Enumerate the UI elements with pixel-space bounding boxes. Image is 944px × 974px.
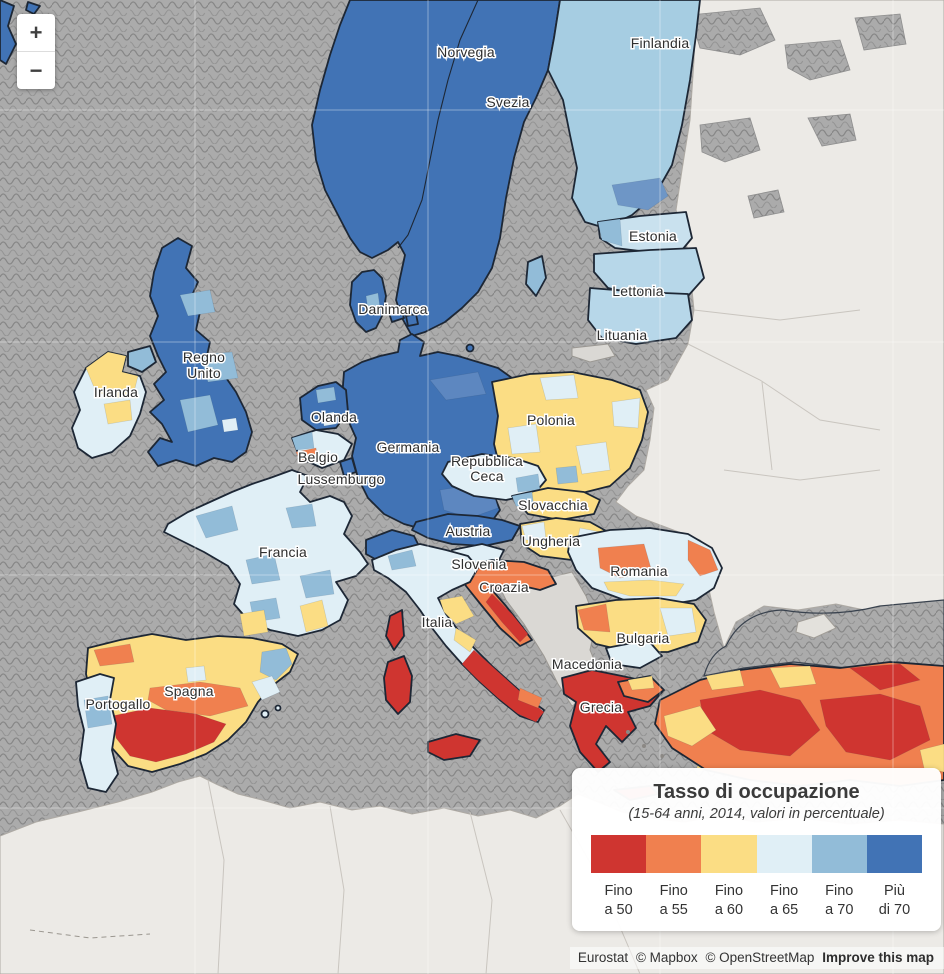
label-lussemburgo: Lussemburgo <box>297 471 384 487</box>
region-belgio[interactable] <box>291 429 353 469</box>
label-francia: Francia <box>259 544 307 560</box>
region-olanda[interactable] <box>299 381 349 431</box>
attribution-eurostat: Eurostat <box>577 950 629 965</box>
legend-item: Fino a 65 <box>756 835 812 919</box>
black-sea <box>703 599 944 677</box>
legend-item: Fino a 50 <box>591 835 647 919</box>
label-ungheria: Ungheria <box>522 533 580 549</box>
label-rep-ceca-2: Ceca <box>470 468 503 484</box>
label-bulgaria: Bulgaria <box>617 630 670 646</box>
label-italia: Italia <box>422 614 453 630</box>
label-regno-unito-1: Regno <box>183 349 225 365</box>
label-austria: Austria <box>446 523 491 539</box>
region-lofoten <box>0 0 41 65</box>
region-kaliningrad <box>571 343 616 363</box>
attribution: Eurostat © Mapbox © OpenStreetMap Improv… <box>569 947 944 969</box>
region-turchia[interactable] <box>617 661 944 787</box>
label-portogallo: Portogallo <box>85 696 150 712</box>
region-italia[interactable] <box>371 543 545 761</box>
region-irlanda[interactable] <box>71 351 147 459</box>
region-estonia[interactable] <box>597 211 693 253</box>
legend-label: Fino a 70 <box>825 883 854 918</box>
crimea <box>795 613 837 639</box>
region-regno-unito[interactable] <box>127 237 253 467</box>
legend-label: Fino a 60 <box>714 883 744 918</box>
region-danimarca[interactable] <box>349 269 419 333</box>
label-svezia: Svezia <box>486 94 529 110</box>
country-labels: Norvegia Svezia Finlandia Danimarca Esto… <box>84 34 691 717</box>
legend-label: Più di 70 <box>878 883 911 918</box>
label-norvegia: Norvegia <box>437 44 495 60</box>
label-olanda: Olanda <box>311 409 357 425</box>
region-croazia[interactable] <box>455 559 557 647</box>
label-finlandia: Finlandia <box>631 35 690 51</box>
zoom-control: + − <box>17 14 55 89</box>
region-francia[interactable] <box>163 469 369 637</box>
attribution-mapbox-link[interactable]: © Mapbox <box>635 950 698 965</box>
border-norway-sweden <box>397 0 479 249</box>
legend-item: Più di 70 <box>866 835 923 919</box>
legend-swatch <box>756 835 812 873</box>
legend-swatch <box>646 835 702 873</box>
legend-swatch <box>701 835 757 873</box>
legend-item: Fino a 60 <box>701 835 757 919</box>
label-danimarca: Danimarca <box>358 301 428 317</box>
label-rep-ceca-1: Repubblica <box>451 453 523 469</box>
label-lituania: Lituania <box>597 327 648 343</box>
region-portogallo[interactable] <box>75 673 119 793</box>
label-spagna: Spagna <box>164 683 213 699</box>
label-slovacchia: Slovacchia <box>518 497 588 513</box>
label-polonia: Polonia <box>527 412 575 428</box>
legend-title: Tasso di occupazione <box>653 781 860 803</box>
label-slovenia: Slovenia <box>451 556 506 572</box>
label-macedonia: Macedonia <box>552 656 622 672</box>
label-regno-unito-2: Unito <box>187 365 221 381</box>
region-lituania[interactable] <box>587 287 693 345</box>
legend-subtitle: (15-64 anni, 2014, valori in percentuale… <box>628 806 885 822</box>
label-estonia: Estonia <box>629 228 677 244</box>
legend: Tasso di occupazione (15-64 anni, 2014, … <box>572 768 941 931</box>
legend-items: Fino a 50 Fino a 55 Fino a 60 Fino a 65 Fino a 70… <box>591 835 923 919</box>
legend-item: Fino a 55 <box>646 835 702 919</box>
label-lettonia: Lettonia <box>612 283 663 299</box>
region-bulgaria[interactable] <box>575 597 707 653</box>
label-irlanda: Irlanda <box>94 384 138 400</box>
label-croazia: Croazia <box>479 579 529 595</box>
legend-item: Fino a 70 <box>811 835 867 919</box>
legend-swatch <box>866 835 923 873</box>
region-no-data-east <box>615 0 944 650</box>
label-grecia: Grecia <box>580 699 622 715</box>
region-lussemburgo[interactable] <box>339 457 357 477</box>
zoom-in-button[interactable]: + <box>29 19 43 45</box>
attribution-osm-link[interactable]: © OpenStreetMap <box>705 950 815 965</box>
zoom-out-button[interactable]: − <box>29 57 43 83</box>
region-macedonia-area[interactable] <box>605 639 663 669</box>
legend-label: Fino a 65 <box>769 883 799 918</box>
label-belgio: Belgio <box>298 449 338 465</box>
region-slovacchia[interactable] <box>511 487 601 521</box>
legend-swatch <box>811 835 867 873</box>
attribution-improve-link[interactable]: Improve this map <box>822 950 934 965</box>
region-bornholm <box>465 343 475 353</box>
legend-swatch <box>591 835 647 873</box>
label-germania: Germania <box>376 439 439 455</box>
region-romania[interactable] <box>567 527 723 607</box>
region-austria[interactable] <box>411 513 521 547</box>
legend-label: Fino a 55 <box>659 883 688 918</box>
region-gotland <box>525 255 547 297</box>
label-romania: Romania <box>610 563 667 579</box>
legend-label: Fino a 50 <box>604 883 633 918</box>
zoom-divider <box>17 51 55 52</box>
